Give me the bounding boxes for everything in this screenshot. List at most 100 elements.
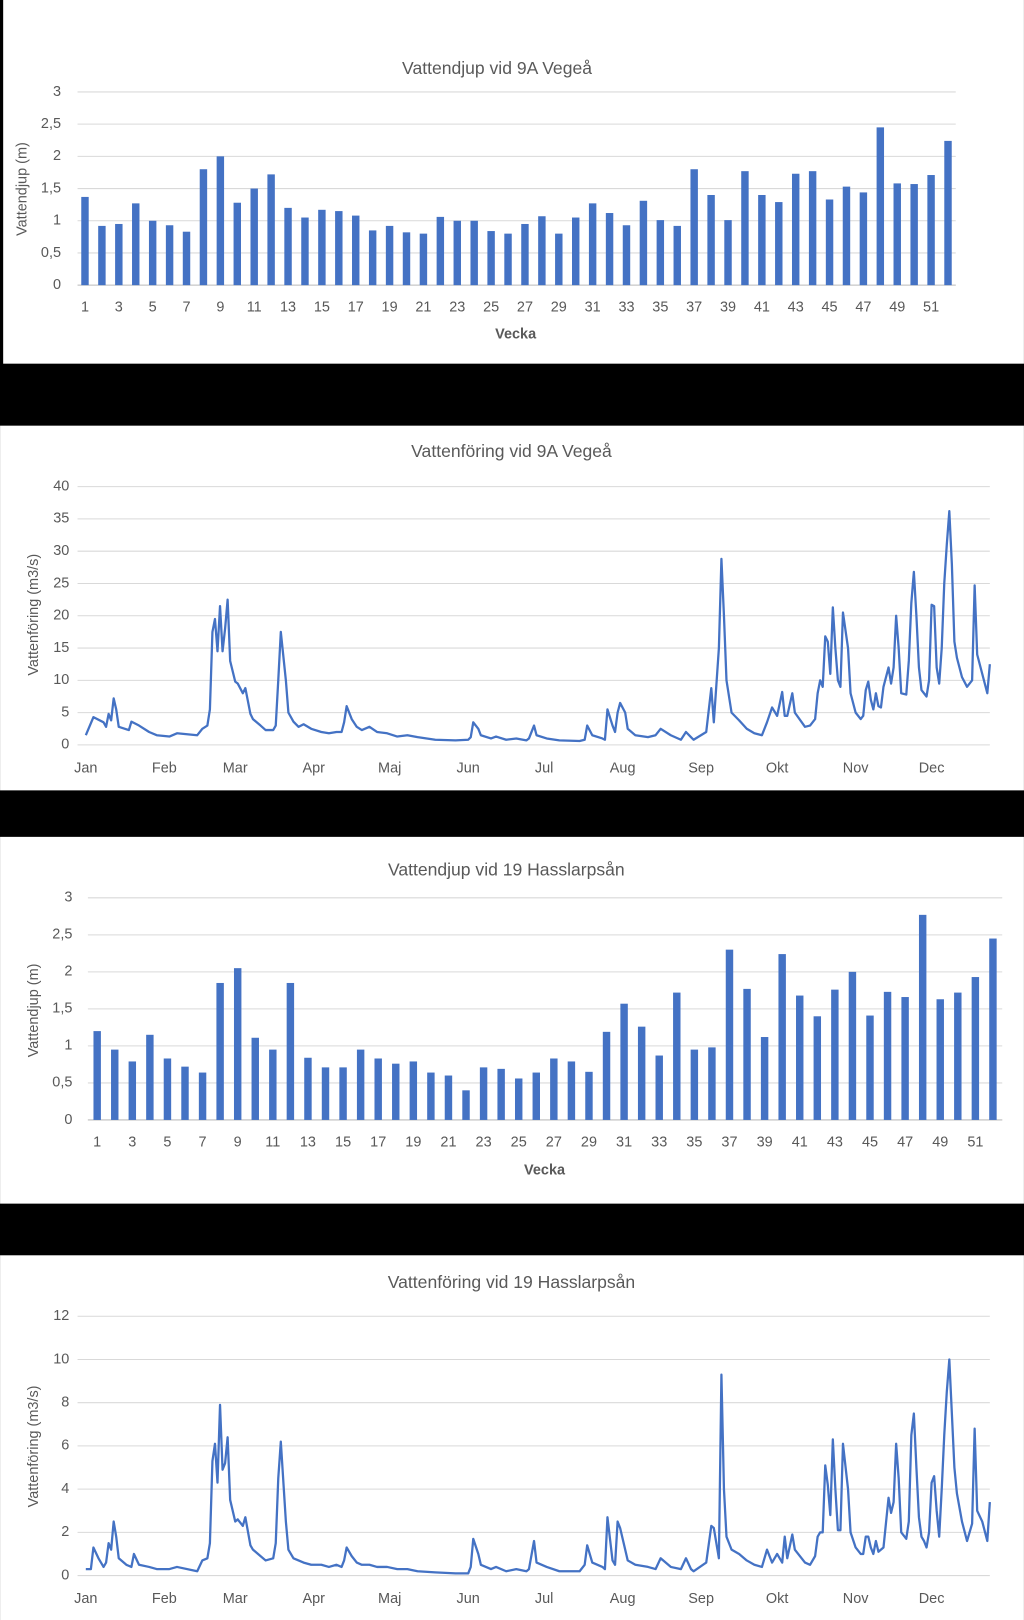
x-tick-label: 23 [449,300,465,316]
x-tick-label: 47 [897,1134,913,1150]
bar [216,982,224,1120]
bar [356,1049,365,1120]
x-tick-label: Jun [457,1591,480,1607]
x-tick-label: Maj [378,760,401,776]
chart-title: Vattenföring vid 9A Vegeå [411,441,612,461]
bar [181,1066,189,1120]
y-tick-label: 5 [61,704,69,720]
x-tick-label: 49 [889,300,905,316]
x-tick-label: 39 [720,300,736,316]
x-tick-label: 15 [335,1134,351,1150]
bar [115,223,123,286]
chart-title: Vattendjup vid 9A Vegeå [402,58,592,78]
bar [808,171,817,286]
bar [791,173,800,286]
x-tick-label: Sep [688,760,714,776]
bar [98,225,106,286]
bar [778,954,786,1120]
bar [876,127,885,286]
y-tick-label: 20 [53,608,69,624]
x-tick-label: 13 [280,300,296,316]
bar [866,1015,874,1120]
bar [585,1071,593,1120]
bar [402,232,411,286]
bar [813,1016,822,1120]
bar [989,938,997,1120]
bar [335,211,343,286]
bar [339,1067,347,1120]
y-axis-label: Vattenföring (m3/s) [26,1386,42,1508]
x-tick-label: 29 [581,1134,597,1150]
bar [368,230,377,286]
bar [470,220,478,286]
bar [936,999,944,1120]
bar [304,1057,312,1120]
bar [971,977,980,1120]
bar [487,231,495,286]
x-tick-label: 1 [81,300,89,316]
line [84,510,991,743]
bar [301,217,309,286]
x-tick-label: 5 [149,300,157,316]
x-tick-label: 5 [163,1134,171,1150]
bar [233,202,242,286]
x-tick-label: 31 [585,300,601,316]
x-tick-label: 33 [618,300,634,316]
bar [111,1049,119,1120]
y-tick-label: 0,5 [41,245,61,261]
x-tick-label: 43 [788,300,804,316]
bar [392,1063,400,1120]
x-tick-label: 43 [827,1134,843,1150]
bar [550,1058,558,1120]
bar [918,914,927,1120]
y-axis-label: Vattendjup (m) [26,964,42,1058]
x-tick-label: 13 [300,1134,316,1150]
bar [910,184,918,286]
x-tick-label: 19 [405,1134,421,1150]
y-tick-label: 0,5 [52,1075,72,1091]
x-tick-label: 11 [265,1134,280,1150]
x-tick-label: 7 [199,1134,207,1150]
bar [269,1049,277,1120]
bar [831,989,839,1120]
bar [436,216,445,286]
bar [954,992,962,1120]
bar [286,982,295,1120]
x-tick-label: 37 [721,1134,737,1150]
bar [690,1049,699,1120]
panel [0,1255,1024,1620]
y-axis-label: Vattenföring (m3/s) [26,554,42,676]
bar [521,223,529,286]
bar [163,1058,172,1120]
x-tick-label: 21 [440,1134,456,1150]
x-tick-label: 51 [923,300,939,316]
bar [775,202,783,286]
x-tick-label: 17 [370,1134,386,1150]
y-tick-label: 15 [53,640,69,656]
bar [267,174,275,286]
y-tick-label: 40 [53,478,69,494]
bar [504,233,512,286]
x-tick-label: 37 [686,300,702,316]
bar [893,183,901,286]
bar [284,207,292,286]
chart-title: Vattendjup vid 19 Hasslarpsån [388,860,625,880]
x-tick-label: Aug [610,1591,636,1607]
bar [409,1061,418,1120]
bar [758,194,766,286]
y-tick-label: 30 [53,543,69,559]
x-tick-label: Feb [152,760,177,776]
x-tick-label: 45 [862,1134,878,1150]
bar [602,1031,611,1120]
bar [479,1067,488,1120]
x-tick-label: 9 [216,300,224,316]
y-tick-label: 2,5 [52,927,72,943]
x-tick-label: 45 [822,300,838,316]
x-tick-label: Jan [74,760,97,776]
x-tick-label: 9 [234,1134,242,1150]
x-tick-label: Jun [457,760,480,776]
bar [318,209,326,286]
bar [567,1061,576,1120]
y-tick-label: 2 [61,1524,69,1540]
